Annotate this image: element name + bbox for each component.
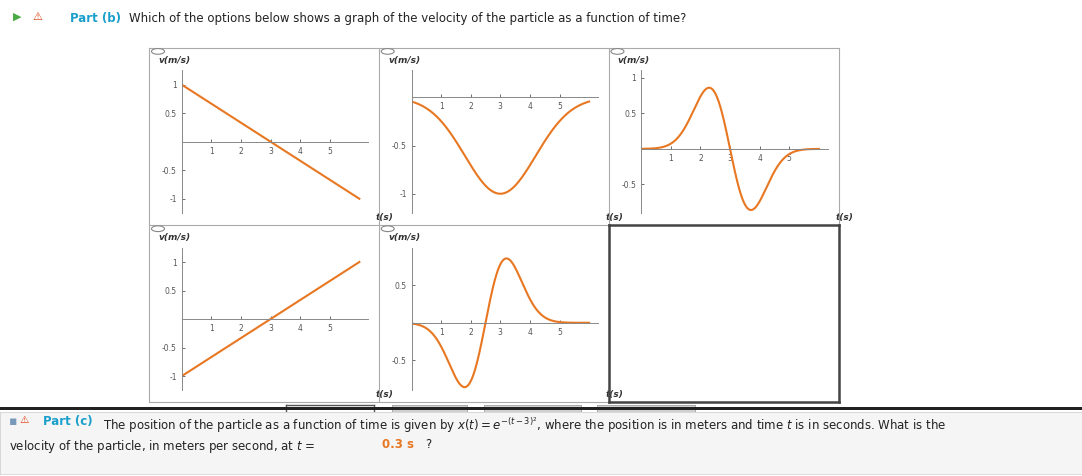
Text: ▪: ▪ — [9, 415, 17, 428]
Text: ⚠: ⚠ — [19, 415, 29, 425]
Text: Part (c): Part (c) — [43, 415, 93, 428]
Text: I give up!: I give up! — [621, 412, 671, 422]
Text: ⚠: ⚠ — [32, 12, 42, 22]
Y-axis label: v(m/s): v(m/s) — [388, 233, 420, 242]
Y-axis label: v(m/s): v(m/s) — [618, 56, 650, 65]
Text: Hint: Hint — [419, 412, 440, 422]
Text: ▶: ▶ — [13, 12, 22, 22]
Y-axis label: v(m/s): v(m/s) — [388, 56, 420, 65]
Text: Which of the options below shows a graph of the velocity of the particle as a fu: Which of the options below shows a graph… — [129, 12, 686, 25]
Text: velocity of the particle, in meters per second, at $t$ =: velocity of the particle, in meters per … — [9, 438, 315, 455]
X-axis label: t(s): t(s) — [606, 213, 623, 222]
X-axis label: t(s): t(s) — [377, 213, 394, 222]
Text: The position of the particle as a function of time is given by $x(t) = e^{-(t-3): The position of the particle as a functi… — [103, 415, 946, 435]
Text: Submit: Submit — [309, 412, 351, 422]
Text: Feedback: Feedback — [507, 412, 557, 422]
Text: ?: ? — [425, 438, 432, 451]
Y-axis label: v(m/s): v(m/s) — [158, 233, 190, 242]
Text: 0.3 s: 0.3 s — [382, 438, 414, 451]
Text: Hints:: Hints: — [12, 420, 51, 433]
X-axis label: t(s): t(s) — [606, 390, 623, 399]
Y-axis label: v(m/s): v(m/s) — [158, 56, 190, 65]
X-axis label: t(s): t(s) — [835, 213, 854, 222]
Text: Part (b): Part (b) — [70, 12, 121, 25]
X-axis label: t(s): t(s) — [377, 390, 394, 399]
